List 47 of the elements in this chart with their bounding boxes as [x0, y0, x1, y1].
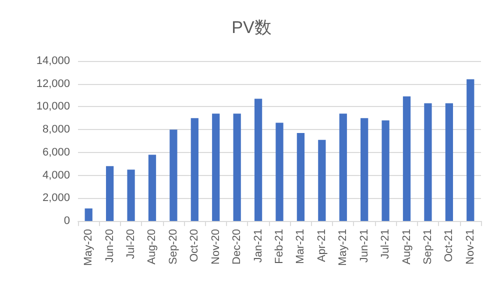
bar	[170, 130, 178, 221]
x-tick-label: Oct-20	[188, 229, 201, 262]
x-tick-label: Jan-21	[252, 229, 264, 263]
y-tick-label: 8,000	[42, 124, 70, 136]
x-tick-label: Mar-21	[294, 229, 307, 264]
bar	[360, 118, 368, 221]
bar	[212, 114, 220, 221]
bar	[424, 103, 432, 221]
y-tick-label: 14,000	[36, 55, 70, 67]
bar	[466, 79, 474, 221]
x-tick-label: Sep-21	[422, 229, 434, 264]
x-tick-label: Nov-20	[210, 229, 222, 264]
y-tick-label: 2,000	[42, 192, 70, 204]
x-tick-label: Oct-21	[443, 229, 456, 262]
x-tick-label: Feb-21	[274, 229, 286, 264]
x-tick-label: Dec-20	[231, 229, 244, 264]
y-tick-label: 0	[64, 215, 70, 227]
x-tick-label: Jun-20	[104, 229, 116, 263]
x-tick-label: Apr-21	[316, 229, 328, 262]
y-tick-label: 10,000	[36, 100, 70, 113]
x-tick-label: Aug-21	[400, 229, 413, 264]
x-tick-label: Nov-21	[464, 229, 476, 264]
bar	[339, 114, 347, 221]
x-tick-label: May-20	[82, 229, 95, 266]
bar	[190, 118, 198, 221]
bar	[148, 154, 156, 221]
bar	[84, 208, 92, 221]
x-tick-label: Jun-21	[358, 229, 370, 263]
bar	[402, 96, 411, 221]
bar	[233, 114, 241, 221]
x-tick-label: Jul-21	[380, 229, 392, 259]
x-tick-label: Aug-20	[146, 229, 158, 264]
bar	[382, 120, 390, 221]
y-tick-label: 12,000	[36, 78, 70, 90]
y-tick-label: 4,000	[42, 169, 70, 182]
bar	[106, 166, 114, 221]
x-tick-label: May-21	[337, 229, 350, 266]
y-tick-label: 6,000	[42, 146, 70, 158]
x-tick-label: Sep-20	[167, 229, 180, 264]
chart-title: PV数	[232, 18, 272, 37]
bar	[127, 170, 135, 221]
bar	[276, 122, 284, 221]
bar	[254, 98, 262, 221]
bar	[318, 140, 326, 221]
bar	[445, 103, 453, 221]
bar	[296, 133, 305, 221]
x-tick-label: Jul-20	[125, 229, 138, 259]
